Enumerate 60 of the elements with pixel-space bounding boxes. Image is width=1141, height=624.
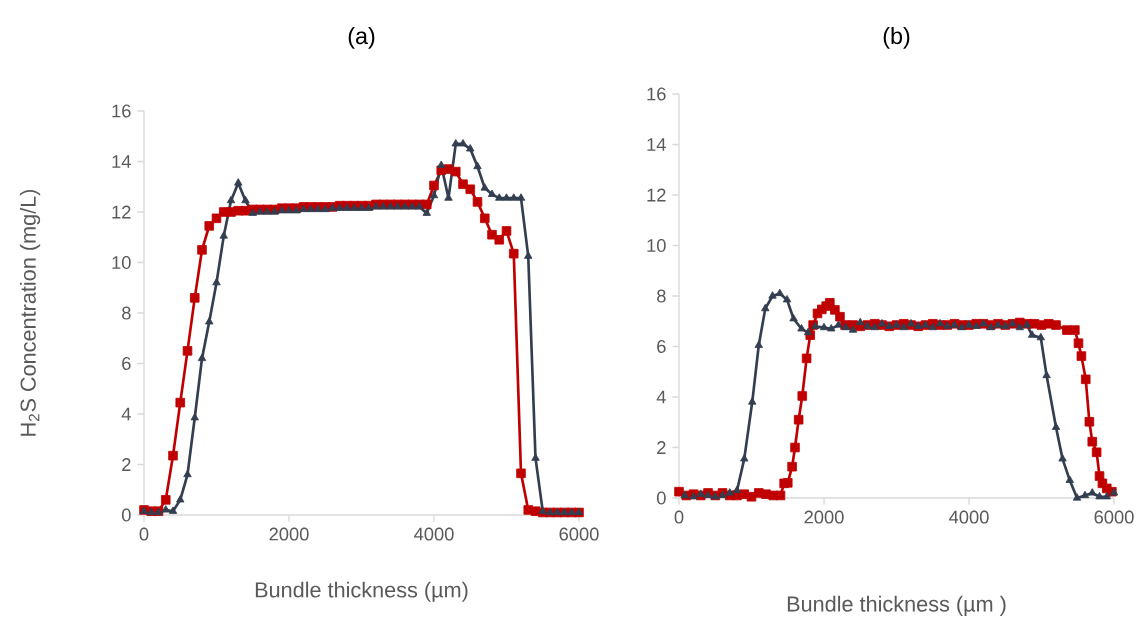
x-axis-title: Bundle thickness (µm) [255, 581, 468, 602]
x-tick-label: 0 [139, 527, 149, 541]
x-tick-label: 0 [674, 510, 684, 524]
point [732, 485, 742, 494]
y-tick-label: 2 [122, 458, 131, 471]
point [696, 489, 705, 497]
y-tick-label: 4 [121, 407, 131, 421]
point [740, 454, 749, 462]
x-tick-label: 6000 [559, 527, 599, 541]
y-tick-label: 6 [657, 340, 666, 353]
point [768, 291, 777, 299]
y-tick-label: 8 [122, 306, 131, 320]
x-tick-label: 4000 [414, 527, 454, 541]
point [782, 295, 792, 303]
chart-title: (a) [348, 27, 375, 49]
chart-title: (b) [883, 27, 910, 49]
y-tick-label: 10 [647, 239, 666, 252]
point [1080, 490, 1090, 499]
x-axis-title: Bundle thickness (µm ) [787, 595, 1006, 616]
y-tick-label: 14 [647, 138, 666, 151]
y-tick-label: 2 [657, 441, 666, 454]
point [797, 324, 806, 332]
point [754, 340, 763, 348]
point [1065, 475, 1074, 483]
y-axis-title: H$_{2}$S Concentration (mg/L) [19, 189, 41, 436]
point [1015, 322, 1024, 331]
y-tick-label: 0 [656, 491, 666, 505]
point [775, 288, 784, 297]
point [1102, 491, 1111, 500]
point [827, 324, 836, 332]
point [1095, 491, 1104, 500]
point [1072, 493, 1082, 501]
x-tick-label: 2000 [269, 527, 309, 541]
y-tick-label: 8 [657, 289, 666, 303]
point [856, 317, 865, 326]
point [1042, 370, 1051, 379]
point [803, 327, 813, 336]
x-tick-label: 2000 [804, 510, 844, 524]
y-tick-label: 12 [112, 205, 131, 219]
x-tick-label: 4000 [949, 510, 989, 524]
point [1058, 454, 1067, 462]
point [819, 322, 829, 331]
point [1027, 330, 1037, 338]
y-tick-label: 16 [112, 104, 131, 118]
point [1036, 332, 1045, 341]
point [748, 397, 757, 405]
y-tick-label: 16 [647, 87, 666, 101]
y-tick-label: 14 [112, 155, 131, 168]
y-tick-label: 4 [656, 390, 666, 404]
y-tick-label: 10 [112, 256, 131, 269]
point [789, 313, 798, 322]
y-tick-label: 6 [122, 357, 131, 370]
point [761, 303, 770, 312]
point [1088, 488, 1097, 496]
point [834, 320, 843, 328]
y-tick-label: 12 [647, 188, 666, 202]
point [725, 488, 734, 496]
point [1051, 422, 1061, 430]
x-tick-label: 6000 [1094, 510, 1134, 524]
point [848, 325, 858, 333]
